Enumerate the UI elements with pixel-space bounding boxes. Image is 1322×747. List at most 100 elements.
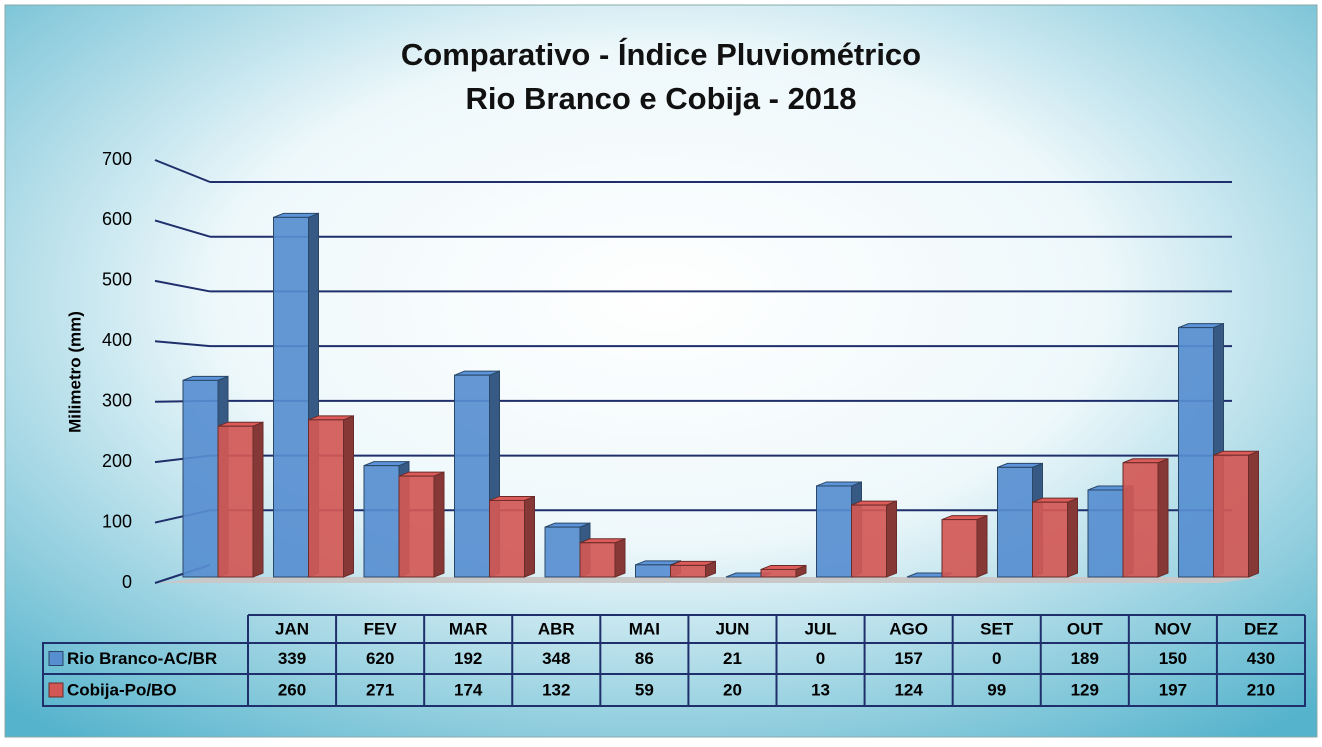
bar-group <box>217 421 264 578</box>
table-value: 157 <box>894 649 922 668</box>
table-value: 129 <box>1071 680 1099 699</box>
bar-side <box>343 415 354 578</box>
bar-group <box>760 564 807 578</box>
table-value: 348 <box>542 649 570 668</box>
table-value: 20 <box>723 680 742 699</box>
table-value: 86 <box>635 649 654 668</box>
bar <box>217 425 254 578</box>
floor <box>155 577 1262 583</box>
legend-label: Cobija-Po/BO <box>67 680 177 699</box>
table-value: 620 <box>366 649 394 668</box>
x-tick-label: JUL <box>804 619 836 638</box>
bar <box>182 379 219 578</box>
bar <box>760 568 797 578</box>
bar <box>851 504 887 578</box>
x-tick-label: MAI <box>629 619 660 638</box>
table-value: 59 <box>635 680 654 699</box>
table-value: 189 <box>1071 649 1099 668</box>
bar-group <box>851 500 897 578</box>
bar-side <box>886 500 897 578</box>
y-tick-label: 200 <box>102 451 132 471</box>
table-value: 210 <box>1247 680 1275 699</box>
table-value: 0 <box>816 649 825 668</box>
bar <box>544 526 581 578</box>
bar <box>941 519 978 578</box>
bar-group <box>670 560 716 578</box>
bar <box>1213 454 1249 578</box>
table-value: 197 <box>1159 680 1187 699</box>
x-tick-label: OUT <box>1067 619 1104 638</box>
tick-mark <box>154 340 211 348</box>
x-tick-label: AGO <box>889 619 928 638</box>
table-value: 124 <box>894 680 923 699</box>
bar-group <box>398 471 445 578</box>
y-tick-label: 400 <box>102 330 132 350</box>
bar-side <box>1157 458 1169 578</box>
x-tick-label: DEZ <box>1244 619 1278 638</box>
table-value: 271 <box>366 680 394 699</box>
x-tick-label: JUN <box>715 619 749 638</box>
bar-group <box>1122 458 1169 578</box>
table-value: 21 <box>723 649 742 668</box>
table-value: 339 <box>278 649 306 668</box>
y-tick-label: 100 <box>102 511 132 531</box>
tick-mark <box>154 279 211 293</box>
bar <box>635 564 671 578</box>
table-value: 192 <box>454 649 482 668</box>
y-tick-label: 300 <box>102 390 132 410</box>
bar <box>1178 327 1214 578</box>
bar <box>308 419 344 578</box>
bar <box>816 485 852 578</box>
x-tick-label: NOV <box>1154 619 1192 638</box>
bar-side <box>1067 497 1078 578</box>
tick-mark <box>154 159 211 183</box>
bar <box>273 216 309 578</box>
bar-side <box>1248 450 1259 578</box>
bar-side <box>614 538 626 578</box>
bar <box>454 374 490 578</box>
table-value: 174 <box>454 680 483 699</box>
legend-label: Rio Branco-AC/BR <box>67 649 217 668</box>
bar <box>363 465 400 578</box>
bar-side <box>976 514 988 578</box>
tick-mark <box>154 219 211 238</box>
bar <box>670 564 706 578</box>
y-tick-label: 500 <box>102 270 132 290</box>
bar <box>1122 462 1159 578</box>
chart-subtitle: Rio Branco e Cobija - 2018 <box>465 81 856 116</box>
bar-side <box>433 471 445 578</box>
legend-swatch <box>48 651 64 666</box>
bar-group <box>941 514 988 578</box>
table-value: 0 <box>992 649 1001 668</box>
bar <box>1032 501 1068 578</box>
x-tick-label: FEV <box>364 619 398 638</box>
bar <box>997 466 1033 578</box>
y-tick-label: 600 <box>102 209 132 229</box>
x-tick-label: ABR <box>538 619 575 638</box>
table-value: 99 <box>987 680 1006 699</box>
bar <box>398 475 435 578</box>
bar-group <box>1213 450 1259 578</box>
bar-group <box>579 538 626 578</box>
bar-side <box>524 495 535 578</box>
table-value: 13 <box>811 680 830 699</box>
y-tick-label: 0 <box>122 572 132 592</box>
x-tick-label: MAR <box>449 619 488 638</box>
bar <box>579 542 616 578</box>
table-value: 132 <box>542 680 570 699</box>
bar-group <box>273 212 319 578</box>
chart-title: Comparativo - Índice Pluviométrico <box>401 37 921 72</box>
bar-group <box>489 495 535 578</box>
bar-side <box>252 421 264 578</box>
y-axis-label: Milimetro (mm) <box>65 311 84 433</box>
bar-group <box>1032 497 1078 578</box>
x-tick-label: JAN <box>275 619 309 638</box>
bar <box>1087 489 1124 578</box>
table-value: 430 <box>1247 649 1275 668</box>
table-value: 260 <box>278 680 306 699</box>
legend-swatch <box>48 682 64 698</box>
x-tick-label: SET <box>980 619 1014 638</box>
table-value: 150 <box>1159 649 1187 668</box>
